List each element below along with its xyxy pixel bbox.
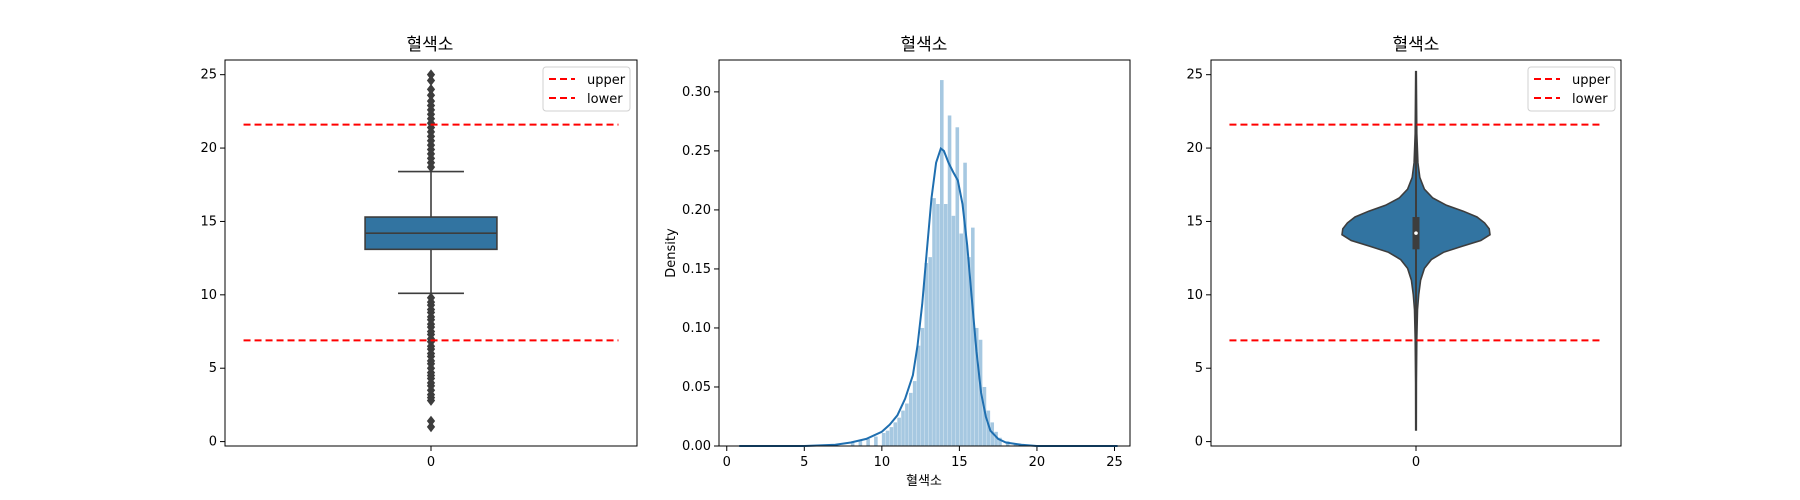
histogram-panel: 혈색소 0.00 0.05 0.10 0.15 0.20 0.25 0.30 0 5 10 15 20… xyxy=(664,35,1131,489)
histogram-bar xyxy=(920,327,925,446)
histogram-y-tick-label: 0.20 xyxy=(682,203,711,218)
histogram-bar xyxy=(928,257,932,446)
violin-y-tick-label: 25 xyxy=(1186,68,1203,83)
histogram-x-axis-label: 혈색소 xyxy=(906,474,942,489)
histogram-axes-frame xyxy=(718,59,1131,447)
histogram-y-tick-label: 0.30 xyxy=(682,85,711,100)
boxplot-outlier-point xyxy=(426,84,436,95)
boxplot-outlier-point xyxy=(426,95,436,107)
violin-y-tick-label: 10 xyxy=(1186,288,1203,303)
histogram-bar xyxy=(940,80,944,447)
histogram-y-tick-label: 0.25 xyxy=(682,144,711,159)
boxplot-title: 혈색소 xyxy=(407,35,454,55)
violin-panel: 혈색소 0 5 10 15 20 25 0 upper lower xyxy=(1186,35,1622,470)
histogram-x-tick-label: 5 xyxy=(800,455,808,470)
histogram-bar xyxy=(936,204,940,446)
violin-y-tick-label: 20 xyxy=(1186,141,1203,156)
violin-x-tick-label: 0 xyxy=(1412,455,1420,470)
violin-y-tick-label: 15 xyxy=(1186,214,1203,229)
histogram-bar xyxy=(947,115,952,446)
histogram-x-tick-label: 20 xyxy=(1029,455,1046,470)
histogram-bar xyxy=(959,233,963,446)
violin-median-point xyxy=(1414,231,1418,235)
histogram-bar xyxy=(967,257,971,446)
boxplot-outlier-point xyxy=(426,69,436,80)
boxplot-y-tick-label: 5 xyxy=(209,361,217,376)
violin-legend: upper lower xyxy=(1527,66,1616,112)
histogram-y-tick-label: 0.15 xyxy=(682,262,711,277)
histogram-bar xyxy=(924,263,929,446)
boxplot-y-tick-label: 0 xyxy=(209,435,217,450)
histogram-bar xyxy=(982,386,987,446)
boxplot-y-tick-label: 25 xyxy=(200,68,217,83)
boxplot-legend: upper lower xyxy=(542,66,631,112)
histogram-bar xyxy=(955,127,960,447)
histogram-bar xyxy=(932,198,936,446)
histogram-y-axis-label: Density xyxy=(664,228,679,278)
violin-legend-lower-label: lower xyxy=(1572,92,1608,107)
histogram-bar xyxy=(905,403,909,446)
boxplot-panel: 혈색소 0 5 10 15 20 25 0 upper lower xyxy=(200,35,638,470)
boxplot-outlier-point xyxy=(426,292,436,304)
histogram-bar xyxy=(897,417,901,446)
histogram-bar xyxy=(866,438,870,446)
boxplot-y-tick-label: 10 xyxy=(200,288,217,303)
histogram-bar xyxy=(943,204,948,446)
boxplot-outlier-point xyxy=(426,75,436,86)
violin-title: 혈색소 xyxy=(1393,35,1440,55)
histogram-x-tick-label: 25 xyxy=(1106,455,1123,470)
histogram-bar xyxy=(912,381,917,446)
boxplot-plot-area: 0 5 10 15 20 25 0 xyxy=(200,68,619,470)
boxplot-x-tick-label: 0 xyxy=(427,455,435,470)
boxplot-y-tick-label: 20 xyxy=(200,141,217,156)
histogram-bar xyxy=(916,345,921,446)
histogram-bar xyxy=(971,227,975,446)
histogram-x-tick-label: 10 xyxy=(874,455,891,470)
boxplot-outlier-point xyxy=(426,415,436,427)
histogram-bar xyxy=(889,427,894,446)
histogram-bar xyxy=(974,327,979,446)
histogram-bar xyxy=(881,433,886,446)
histogram-bar xyxy=(994,431,998,446)
histogram-bar xyxy=(990,422,994,446)
violin-legend-upper-label: upper xyxy=(1572,73,1611,88)
boxplot-y-tick-label: 15 xyxy=(200,214,217,229)
histogram-bar xyxy=(908,392,913,446)
violin-axes-frame xyxy=(1210,59,1622,447)
boxplot-outlier-point xyxy=(426,421,436,433)
boxplot-legend-upper-label: upper xyxy=(587,73,626,88)
histogram-bar xyxy=(858,440,863,446)
histogram-bar xyxy=(951,215,956,446)
violin-plot-area: 0 5 10 15 20 25 0 xyxy=(1186,68,1603,470)
histogram-bar xyxy=(893,422,898,446)
violin-y-tick-label: 5 xyxy=(1195,361,1203,376)
histogram-bar xyxy=(850,442,855,446)
histogram-bar xyxy=(986,410,991,446)
boxplot-legend-lower-label: lower xyxy=(587,92,623,107)
histogram-bar xyxy=(963,162,967,446)
histogram-x-tick-label: 15 xyxy=(951,455,968,470)
histogram-y-tick-label: 0.05 xyxy=(682,380,711,395)
histogram-bar xyxy=(874,436,878,446)
histogram-y-tick-label: 0.00 xyxy=(682,439,711,454)
histogram-bar xyxy=(885,430,890,446)
histogram-plot-area: 0.00 0.05 0.10 0.15 0.20 0.25 0.30 0 5 10 15 20 25 xyxy=(682,80,1123,470)
histogram-kde-line xyxy=(739,146,1118,447)
violin-y-tick-label: 0 xyxy=(1195,435,1203,450)
boxplot-axes-frame xyxy=(224,59,638,447)
histogram-bar xyxy=(998,437,1002,446)
histogram-x-tick-label: 0 xyxy=(723,455,731,470)
histogram-bar xyxy=(901,410,905,446)
histogram-y-tick-label: 0.10 xyxy=(682,321,711,336)
boxplot-outlier-point xyxy=(426,89,436,101)
histogram-title: 혈색소 xyxy=(901,35,948,55)
